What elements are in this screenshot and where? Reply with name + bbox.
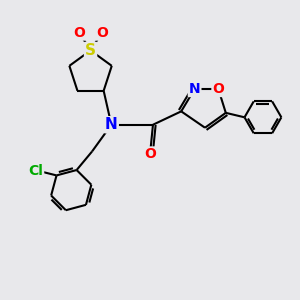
Text: N: N [189,82,200,96]
Text: Cl: Cl [28,164,43,178]
Text: O: O [96,26,108,40]
Text: O: O [73,26,85,40]
Text: O: O [144,148,156,161]
Text: S: S [85,43,96,58]
Text: O: O [212,82,224,96]
Text: N: N [105,117,118,132]
